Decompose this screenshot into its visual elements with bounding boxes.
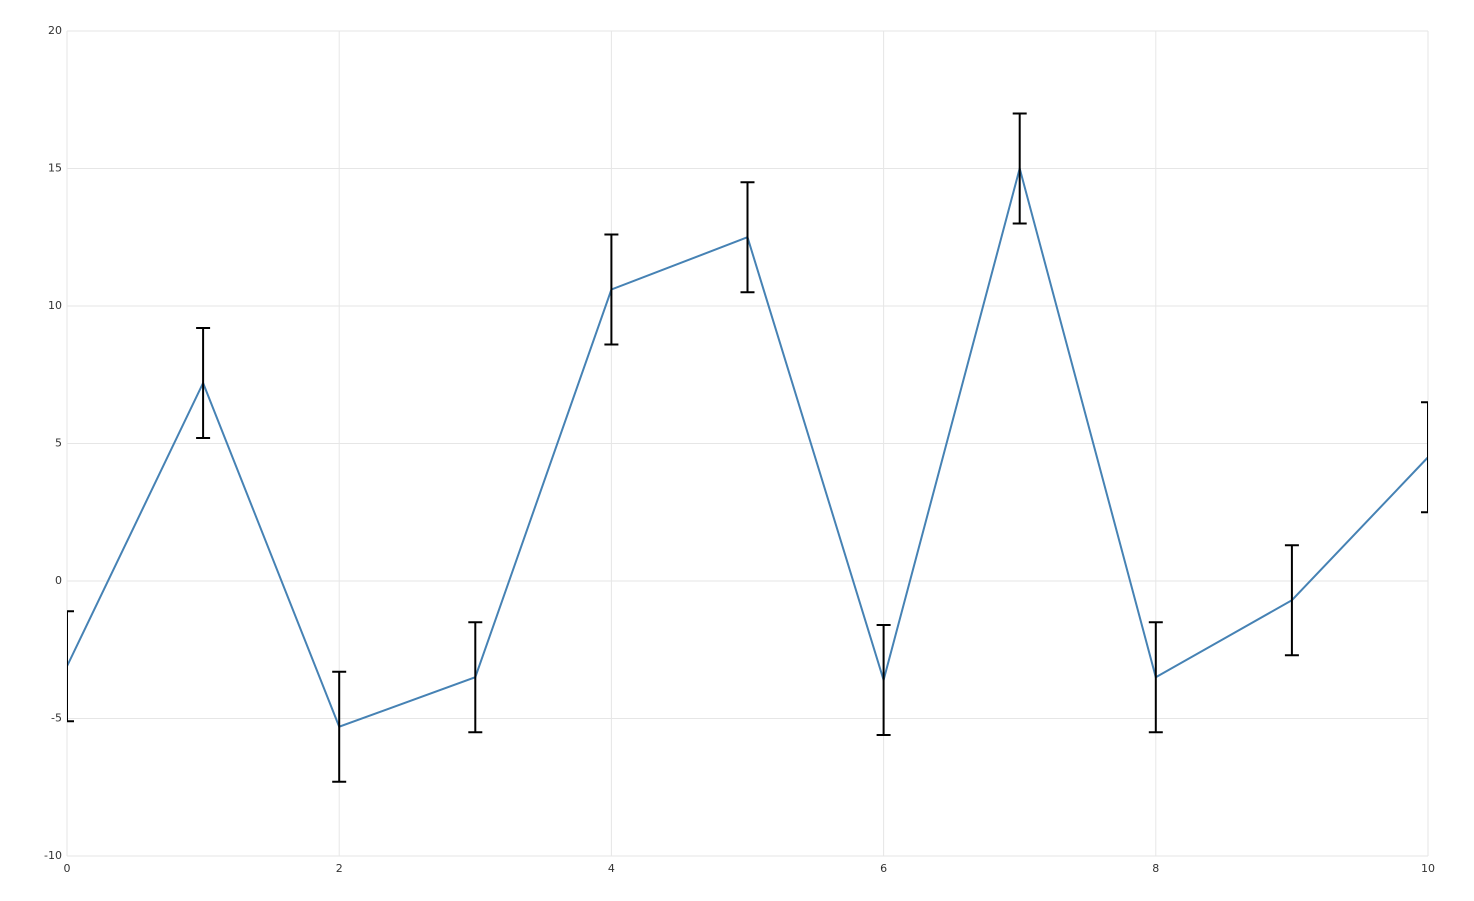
y-tick-label: 15	[48, 162, 62, 175]
x-tick-label: 8	[1152, 862, 1159, 875]
error-bar	[1012, 112, 1027, 225]
error-bar	[332, 670, 347, 783]
y-tick-label: 10	[48, 299, 62, 312]
plot-area	[67, 112, 1428, 783]
x-tick-label: 2	[336, 862, 343, 875]
x-tick-label: 10	[1421, 862, 1435, 875]
error-bar	[196, 327, 211, 439]
error-bar	[876, 624, 891, 736]
y-tick-label: 0	[55, 574, 62, 587]
error-bar	[1284, 544, 1299, 657]
error-bar	[740, 181, 755, 294]
error-bar	[67, 610, 74, 723]
y-tick-label: -5	[51, 712, 62, 725]
error-bar	[1421, 401, 1428, 514]
error-bar	[604, 233, 619, 346]
x-tick-label: 4	[608, 862, 615, 875]
error-bar	[1148, 621, 1163, 734]
y-tick-label: 5	[55, 437, 62, 450]
x-tick-label: 0	[64, 862, 71, 875]
y-tick-label: 20	[48, 24, 62, 37]
x-tick-label: 6	[880, 862, 887, 875]
error-bar	[468, 621, 483, 734]
y-tick-label: -10	[44, 849, 62, 862]
